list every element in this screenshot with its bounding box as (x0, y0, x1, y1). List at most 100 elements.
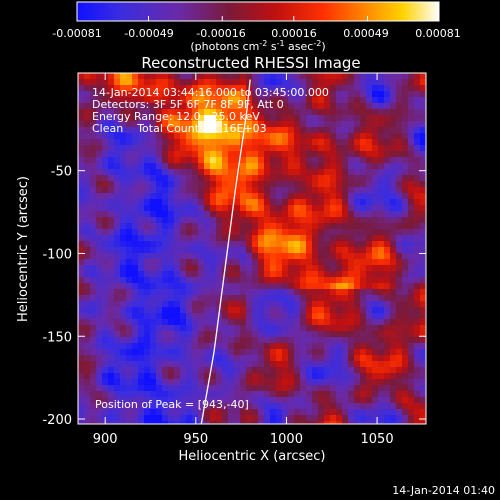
heatmap-cell (348, 109, 354, 115)
heatmap-cell (222, 415, 228, 421)
heatmap-cell (390, 355, 396, 361)
heatmap-cell (390, 247, 396, 253)
heatmap-cell (126, 97, 132, 103)
heatmap-cell (294, 397, 300, 403)
heatmap-cell (420, 385, 426, 391)
heatmap-cell (150, 109, 156, 115)
heatmap-cell (186, 337, 192, 343)
heatmap-cell (294, 337, 300, 343)
heatmap-cell (210, 187, 216, 193)
heatmap-cell (144, 229, 150, 235)
heatmap-cell (108, 103, 114, 109)
heatmap-cell (288, 169, 294, 175)
heatmap-cell (114, 385, 120, 391)
heatmap-cell (228, 133, 234, 139)
heatmap-cell (204, 205, 210, 211)
heatmap-cell (372, 121, 378, 127)
heatmap-cell (198, 397, 204, 403)
heatmap-cell (360, 253, 366, 259)
heatmap-cell (336, 283, 342, 289)
heatmap-cell (102, 367, 108, 373)
heatmap-cell (312, 325, 318, 331)
heatmap-cell (222, 307, 228, 313)
heatmap-cell (138, 325, 144, 331)
heatmap-cell (246, 259, 252, 265)
heatmap-cell (270, 301, 276, 307)
heatmap-cell (198, 361, 204, 367)
heatmap-cell (192, 79, 198, 85)
heatmap-cell (192, 385, 198, 391)
heatmap-cell (378, 223, 384, 229)
heatmap-cell (282, 385, 288, 391)
heatmap-cell (258, 241, 264, 247)
heatmap-cell (156, 355, 162, 361)
heatmap-cell (258, 391, 264, 397)
heatmap-cell (132, 73, 138, 79)
heatmap-cell (204, 367, 210, 373)
heatmap-cell (318, 253, 324, 259)
heatmap-cell (228, 319, 234, 325)
heatmap-cell (144, 253, 150, 259)
heatmap-cell (78, 253, 84, 259)
heatmap-cell (96, 325, 102, 331)
heatmap-cell (240, 247, 246, 253)
heatmap-cell (162, 139, 168, 145)
heatmap-cell (312, 163, 318, 169)
heatmap-cell (402, 259, 408, 265)
heatmap-cell (414, 391, 420, 397)
heatmap-cell (276, 127, 282, 133)
heatmap-cell (246, 199, 252, 205)
heatmap-cell (228, 295, 234, 301)
heatmap-cell (270, 127, 276, 133)
heatmap-cell (270, 391, 276, 397)
heatmap-cell (306, 85, 312, 91)
heatmap-cell (150, 349, 156, 355)
heatmap-cell (240, 181, 246, 187)
heatmap-cell (144, 145, 150, 151)
heatmap-cell (138, 283, 144, 289)
heatmap-cell (120, 217, 126, 223)
heatmap-cell (144, 373, 150, 379)
heatmap-cell (204, 409, 210, 415)
heatmap-cell (384, 301, 390, 307)
heatmap-cell (186, 199, 192, 205)
heatmap-cell (414, 211, 420, 217)
heatmap-cell (162, 85, 168, 91)
heatmap-cell (402, 391, 408, 397)
heatmap-cell (90, 307, 96, 313)
heatmap-cell (288, 157, 294, 163)
heatmap-cell (246, 229, 252, 235)
heatmap-cell (372, 271, 378, 277)
heatmap-cell (138, 403, 144, 409)
heatmap-cell (282, 367, 288, 373)
heatmap-cell (282, 421, 288, 424)
heatmap-cell (318, 229, 324, 235)
heatmap-cell (198, 325, 204, 331)
heatmap-cell (342, 85, 348, 91)
heatmap-cell (168, 187, 174, 193)
heatmap-cell (156, 319, 162, 325)
heatmap-cell (234, 271, 240, 277)
heatmap-cell (264, 265, 270, 271)
heatmap-cell (402, 193, 408, 199)
heatmap-cell (84, 109, 90, 115)
heatmap-cell (84, 73, 90, 79)
heatmap-cell (144, 91, 150, 97)
heatmap-cell (336, 211, 342, 217)
heatmap-cell (204, 265, 210, 271)
heatmap-cell (90, 373, 96, 379)
heatmap-cell (408, 385, 414, 391)
heatmap-cell (108, 331, 114, 337)
heatmap-cell (390, 199, 396, 205)
heatmap-cell (198, 97, 204, 103)
heatmap-cell (108, 421, 114, 424)
heatmap-cell (420, 265, 426, 271)
heatmap-cell (114, 361, 120, 367)
heatmap-cell (180, 271, 186, 277)
heatmap-cell (264, 97, 270, 103)
heatmap-cell (360, 259, 366, 265)
heatmap-cell (276, 259, 282, 265)
heatmap-cell (204, 259, 210, 265)
heatmap-cell (330, 415, 336, 421)
heatmap-cell (282, 133, 288, 139)
